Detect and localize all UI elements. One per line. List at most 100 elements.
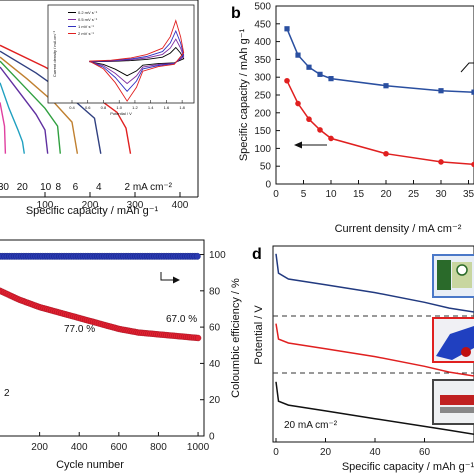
inset-x-tick: 1.0 bbox=[116, 105, 122, 110]
panel-b-point bbox=[317, 127, 323, 133]
panel-c-x-tick: 800 bbox=[150, 442, 167, 453]
panel-c-point bbox=[193, 252, 201, 260]
panel-b-y-tick: 350 bbox=[254, 55, 271, 66]
panel-b-point bbox=[284, 77, 290, 84]
panel-c-x-tick: 200 bbox=[31, 442, 48, 453]
panel-b-point bbox=[295, 52, 301, 58]
panel-c-y2-label: Coloumbic efficiency / % bbox=[230, 278, 242, 398]
panel-b-point bbox=[306, 64, 312, 70]
panel-a-series-line bbox=[0, 82, 25, 154]
panel-d-x-label: Specific capacity / mAh g⁻¹ bbox=[342, 461, 474, 473]
panel-b-point bbox=[383, 150, 389, 157]
panel-b-point bbox=[306, 116, 312, 123]
panel-b-series-line bbox=[286, 28, 474, 93]
panel-a-rate-label: 20 bbox=[17, 182, 29, 193]
panel-a: 100 200 300 400 30 20 10 8 6 4 2 mA cm⁻² Specific… bbox=[0, 0, 199, 217]
panel-b-y-label: Specific capacity / mAh g⁻¹ bbox=[238, 28, 250, 161]
panel-a-series-line bbox=[0, 60, 61, 154]
panel-b: b 0 50 100 150 200 250 300 350 400 450 500 0 5 10 15 20… bbox=[231, 2, 474, 235]
panel-b-y-tick: 50 bbox=[260, 162, 272, 173]
inset-legend-entry: 0.2 mV s⁻¹ bbox=[78, 10, 98, 15]
panel-b-point bbox=[471, 161, 474, 168]
inset-cv-loop bbox=[89, 46, 185, 77]
panel-a-rate-label: 10 bbox=[40, 182, 52, 193]
panel-b-point bbox=[471, 89, 474, 95]
panel-c-point bbox=[194, 334, 202, 342]
panel-a-inset: 0.4 0.6 0.8 1.0 1.2 1.4 1.6 1.8 0.2 mV s⁻¹ 0.5 m… bbox=[47, 4, 195, 116]
svg-text:2: 2 bbox=[4, 388, 10, 399]
panel-b-y-tick: 250 bbox=[254, 91, 271, 102]
device-photo-2 bbox=[432, 317, 474, 363]
panel-b-x-tick: 5 bbox=[301, 189, 307, 200]
panel-b-x-tick: 15 bbox=[353, 189, 365, 200]
inset-y-label: Current density / mA cm⁻² bbox=[52, 30, 57, 77]
panel-b-point bbox=[383, 83, 389, 89]
panel-b-point bbox=[284, 26, 290, 32]
panel-a-x-label: Specific capacity / mAh g⁻¹ bbox=[26, 205, 159, 217]
panel-c-x-label: Cycle number bbox=[56, 459, 124, 471]
panel-d-series-line bbox=[275, 323, 474, 377]
inset-x-tick: 0.4 bbox=[69, 105, 75, 110]
panel-d-series-line bbox=[275, 253, 474, 313]
panel-c-y2-tick: 40 bbox=[209, 359, 221, 370]
panel-b-x-tick: 20 bbox=[380, 189, 392, 200]
panel-b-y-tick: 150 bbox=[254, 126, 271, 137]
inset-legend-entry: 1 mV s⁻¹ bbox=[78, 24, 95, 29]
inset-legend-entry: 2 mV s⁻¹ bbox=[78, 31, 95, 36]
panel-d-y-label: Potential / V bbox=[253, 305, 265, 365]
inset-x-tick: 1.6 bbox=[164, 105, 170, 110]
panel-b-x-tick: 25 bbox=[408, 189, 420, 200]
panel-b-y-tick: 0 bbox=[265, 180, 271, 191]
inset-x-label: Potential / V bbox=[110, 111, 132, 116]
device-photo-3 bbox=[432, 379, 474, 425]
panel-d-x-tick: 0 bbox=[273, 447, 279, 458]
inset-x-tick: 1.2 bbox=[132, 105, 138, 110]
panel-a-rate-label: 30 bbox=[0, 182, 9, 193]
panel-b-x-tick: 35 bbox=[463, 189, 474, 200]
inset-cv-loop bbox=[89, 19, 185, 102]
panel-c-annotation: 77.0 % bbox=[64, 324, 95, 335]
panel-a-x-tick: 200 bbox=[82, 200, 99, 211]
panel-d-x-tick: 20 bbox=[320, 447, 332, 458]
panel-b-y-tick: 200 bbox=[254, 108, 271, 119]
panel-a-rate-label: 8 bbox=[56, 182, 62, 193]
inset-cv-loop bbox=[89, 29, 185, 92]
panel-a-x-tick: 400 bbox=[172, 200, 189, 211]
panel-b-x-tick: 0 bbox=[273, 189, 279, 200]
panel-b-point bbox=[317, 71, 323, 77]
inset-cv-loop bbox=[89, 38, 185, 85]
panel-b-x-tick: 30 bbox=[435, 189, 447, 200]
panel-d-x-tick: 40 bbox=[369, 447, 381, 458]
panel-a-rate-label: 6 bbox=[73, 182, 79, 193]
panel-b-point bbox=[438, 88, 444, 94]
panel-b-y-tick: 450 bbox=[254, 19, 271, 30]
panel-b-y-tick: 500 bbox=[254, 2, 271, 13]
inset-x-tick: 1.8 bbox=[179, 105, 185, 110]
panel-c-y2-tick: 100 bbox=[209, 250, 226, 261]
panel-d-series-line bbox=[275, 381, 474, 435]
inset-legend-entry: 0.5 mV s⁻¹ bbox=[78, 17, 98, 22]
panel-a-rate-label: 2 mA cm⁻² bbox=[125, 182, 173, 193]
inset-x-tick: 1.4 bbox=[148, 105, 154, 110]
panel-d-label: d bbox=[252, 246, 262, 263]
panel-b-y-tick: 100 bbox=[254, 144, 271, 155]
panel-a-series-line bbox=[0, 66, 49, 154]
panel-a-rate-label: 4 bbox=[96, 182, 102, 193]
inset-x-tick: 0.6 bbox=[85, 105, 91, 110]
panel-c-y2-tick: 0 bbox=[209, 432, 215, 443]
panel-b-y-tick: 300 bbox=[254, 73, 271, 84]
panel-c-annotation: 67.0 % bbox=[166, 314, 197, 325]
panel-b-label: b bbox=[231, 5, 241, 22]
panel-c-x-tick: 400 bbox=[71, 442, 88, 453]
panel-d-annotation: 20 mA cm⁻² bbox=[284, 420, 338, 431]
panel-b-point bbox=[328, 135, 334, 142]
panel-b-point bbox=[295, 100, 301, 107]
panel-c-y2-tick: 60 bbox=[209, 323, 221, 334]
panel-b-y-tick: 400 bbox=[254, 37, 271, 48]
panel-a-x-tick: 100 bbox=[37, 200, 54, 211]
panel-a-x-tick: 300 bbox=[127, 200, 144, 211]
inset-x-tick: 0.8 bbox=[101, 105, 107, 110]
panel-c-y2-tick: 20 bbox=[209, 395, 221, 406]
device-photo-1 bbox=[432, 254, 474, 298]
